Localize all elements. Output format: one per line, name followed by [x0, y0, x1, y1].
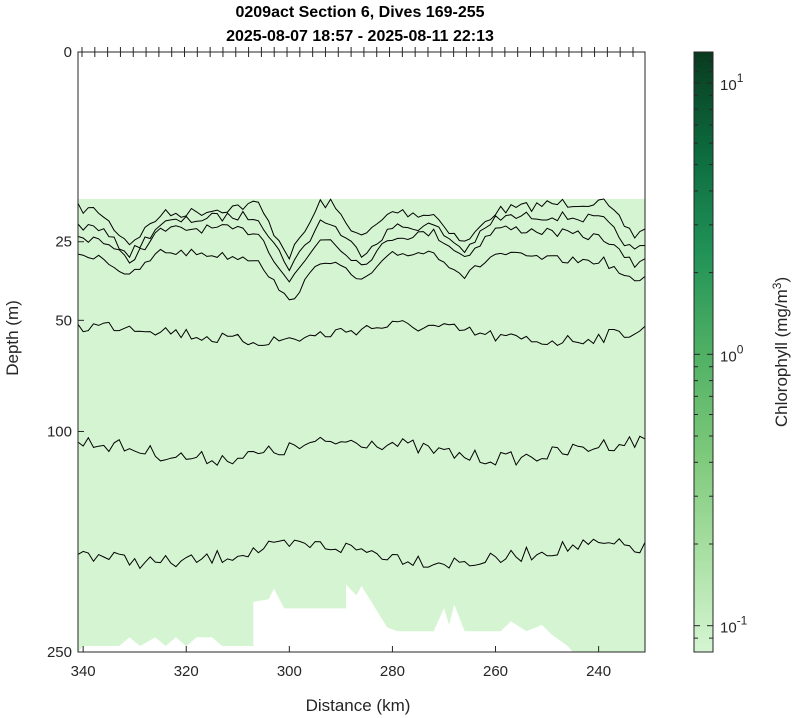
x-tick-label: 280: [380, 663, 405, 680]
contour-line: [77, 538, 646, 570]
colorbar-label-end: ): [772, 277, 791, 283]
x-tick-label: 340: [71, 663, 96, 680]
colorbar-label-text: Chlorophyll (mg/m: [772, 289, 791, 427]
y-tick-label: 50: [55, 312, 72, 329]
contour-line: [77, 198, 646, 261]
plot-area: [77, 47, 646, 653]
colorbar-tick-label: 10-1: [720, 614, 748, 637]
chlorophyll-fill: [78, 199, 645, 652]
colorbar-tick-label: 100: [720, 342, 744, 365]
colorbar-tick-label: 101: [720, 71, 744, 94]
dive-ticks: [78, 47, 645, 57]
chart-title: 0209act Section 6, Dives 169-255: [235, 4, 484, 21]
y-tick-label: 250: [47, 644, 72, 661]
colorbar-label: Chlorophyll (mg/m3): [770, 277, 791, 427]
x-tick-label: 240: [586, 663, 611, 680]
colorbar-tick-exponent: 1: [737, 71, 744, 85]
colorbar-tick-base: 10: [720, 77, 737, 94]
contour-line: [77, 320, 646, 346]
colorbar-gradient: [693, 51, 714, 653]
x-axis-label: Distance (km): [306, 696, 411, 715]
colorbar-tick-exponent: 0: [737, 342, 744, 356]
contour-line: [77, 224, 646, 283]
colorbar-tick-base: 10: [720, 348, 737, 365]
contour-line: [77, 210, 646, 272]
x-axis: 340 320 300 280 260 240: [71, 646, 611, 680]
colorbar-tick-exponent: -1: [737, 614, 748, 628]
y-axis: 0 25 50 100 250: [47, 44, 84, 661]
contour-lines: [77, 198, 646, 570]
colorbar-label-superscript: 3: [770, 282, 784, 289]
x-tick-label: 260: [483, 663, 508, 680]
x-tick-label: 300: [277, 663, 302, 680]
contour-line: [77, 435, 646, 467]
y-tick-label: 100: [47, 423, 72, 440]
y-axis-label: Depth (m): [3, 300, 22, 376]
colorbar-tick-base: 10: [720, 620, 737, 637]
contour-line: [77, 248, 646, 301]
x-tick-label: 320: [174, 663, 199, 680]
y-tick-label: 0: [64, 44, 72, 61]
y-tick-label: 25: [55, 234, 72, 251]
chart-subtitle: 2025-08-07 18:57 - 2025-08-11 22:13: [226, 28, 494, 45]
